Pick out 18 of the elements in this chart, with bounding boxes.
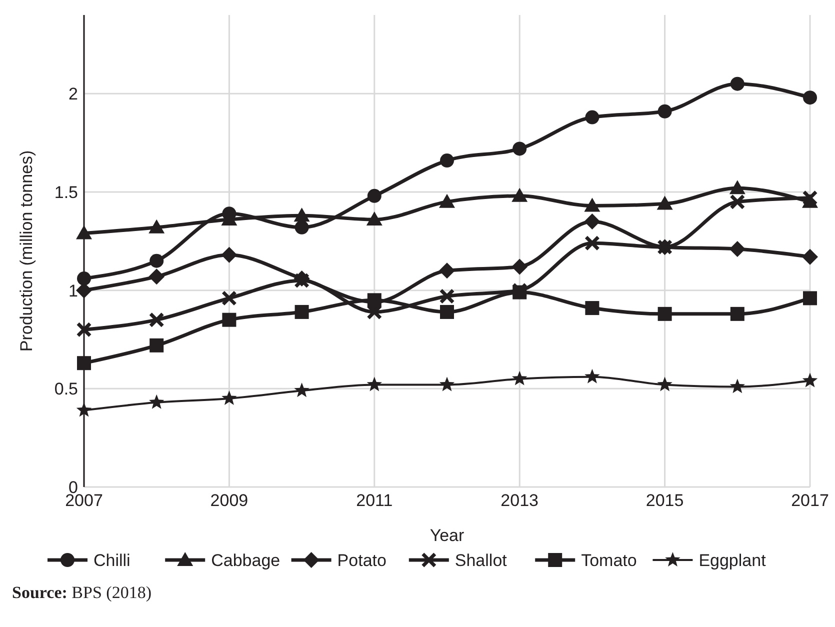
x-tick-label: 2015 <box>646 491 684 510</box>
legend-label: Tomato <box>581 550 637 570</box>
y-tick-label: 2 <box>68 84 78 104</box>
y-axis-title: Production (million tonnes) <box>17 150 36 352</box>
legend-label: Potato <box>337 550 386 570</box>
legend-label: Cabbage <box>211 550 280 570</box>
x-tick-label: 2017 <box>791 491 829 510</box>
y-tick-label: 0.5 <box>54 380 78 399</box>
legend-label: Eggplant <box>698 550 766 570</box>
legend-label: Chilli <box>94 550 130 570</box>
legend-label: Shallot <box>454 550 508 570</box>
y-tick-label: 1 <box>68 281 78 300</box>
x-tick-label: 2013 <box>500 491 539 510</box>
x-tick-label: 2011 <box>356 491 393 510</box>
source-note: Source: BPS (2018) <box>12 583 152 602</box>
x-tick-label: 2009 <box>210 491 248 510</box>
y-tick-label: 1.5 <box>54 182 78 202</box>
x-axis-title: Year <box>430 526 465 545</box>
